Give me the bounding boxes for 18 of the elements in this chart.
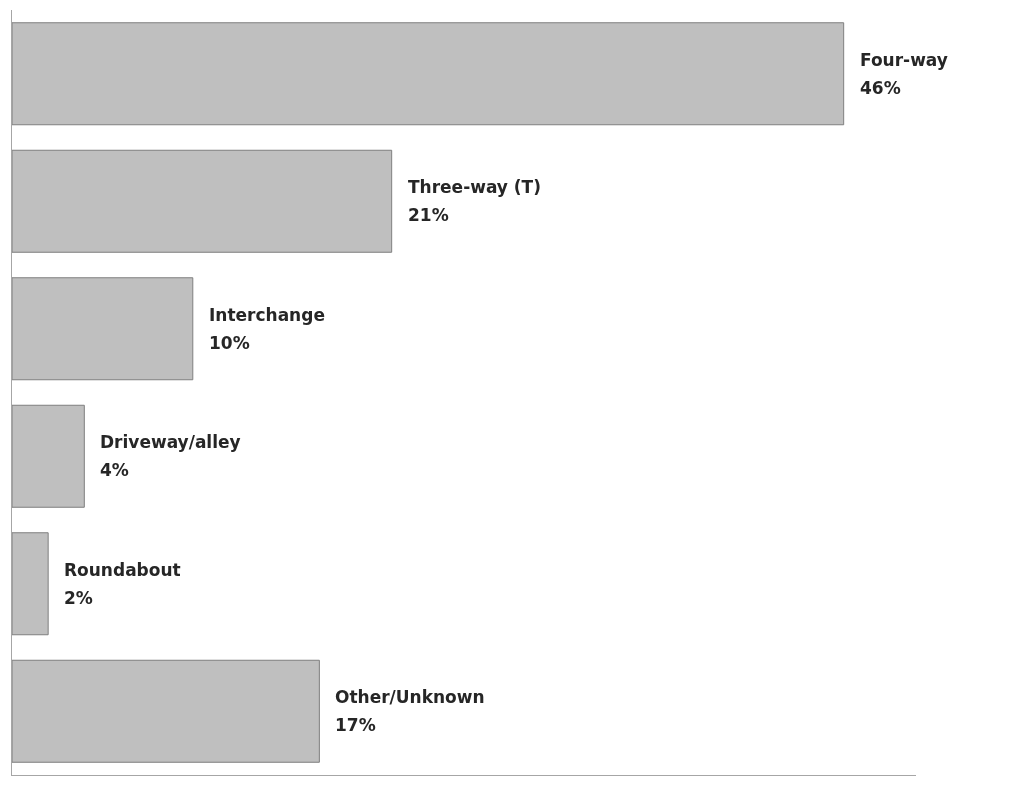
- y-tick-label: Driveway/alley: [100, 432, 241, 452]
- y-tick-label: Four-way: [860, 50, 948, 70]
- data-label: 46%: [860, 78, 901, 98]
- data-label: 21%: [408, 205, 449, 225]
- y-tick-label: Other/Unknown: [335, 687, 485, 707]
- y-tick-label: Interchange: [209, 305, 325, 325]
- data-label: 17%: [335, 715, 376, 735]
- bar: [12, 277, 194, 381]
- bar: [12, 149, 393, 253]
- y-tick-label: Three-way (T): [408, 177, 541, 197]
- y-tick-label: Roundabout: [64, 560, 181, 580]
- data-label: 2%: [64, 588, 93, 608]
- data-label: 4%: [100, 460, 129, 480]
- bar: [12, 659, 320, 763]
- bar: [12, 404, 85, 508]
- bar: [12, 532, 49, 636]
- data-label: 10%: [209, 333, 250, 353]
- bar: [12, 22, 845, 126]
